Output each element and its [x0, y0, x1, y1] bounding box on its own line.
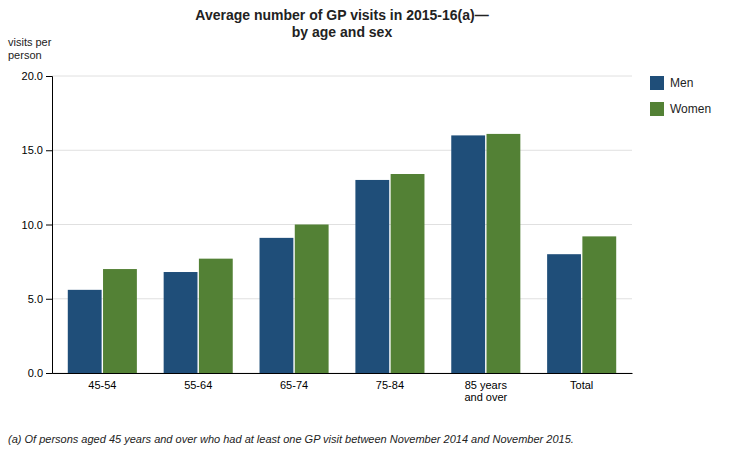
y-tick-label: 15.0 — [22, 144, 43, 156]
footnote: (a) Of persons aged 45 years and over wh… — [8, 433, 574, 445]
bar — [355, 180, 389, 373]
x-tick-label: 65-74 — [280, 379, 308, 391]
y-tick-mark — [46, 299, 52, 300]
x-tick: 55-64 — [184, 379, 212, 391]
y-tick: 10.0 — [22, 219, 52, 231]
bars — [68, 134, 616, 373]
bar — [547, 254, 581, 373]
y-tick-label: 5.0 — [28, 293, 43, 305]
y-tick-mark — [46, 225, 52, 226]
y-tick: 20.0 — [22, 70, 52, 82]
y-tick-mark — [46, 76, 52, 77]
x-tick-label: 55-64 — [184, 379, 212, 391]
x-tick-label: 85 yearsand over — [464, 379, 507, 404]
bar — [582, 236, 616, 373]
y-axis-label: visits perperson — [8, 36, 52, 61]
bar — [164, 272, 198, 373]
x-tick-label: 75-84 — [376, 379, 404, 391]
y-tick: 0.0 — [28, 367, 52, 379]
x-tick: 75-84 — [376, 379, 404, 391]
bar — [68, 290, 102, 373]
bar — [199, 259, 233, 373]
y-axis-line — [46, 77, 53, 374]
legend-label: Men — [670, 76, 693, 90]
x-tick-label: 45-54 — [88, 379, 116, 391]
x-tick: 65-74 — [280, 379, 308, 391]
grid-line — [52, 150, 632, 151]
y-tick-label: 10.0 — [22, 219, 43, 231]
title: Average number of GP visits in 2015-16(a… — [195, 7, 488, 40]
bar — [487, 134, 521, 373]
bar — [295, 225, 329, 374]
legend-label: Women — [670, 102, 711, 116]
chart: 0.0 5.0 10.0 15.0 20.0 45-54 55-64 65-74 75-84 85… — [0, 0, 752, 453]
legend: Men Women — [650, 76, 711, 116]
grid — [52, 76, 632, 373]
x-tick: Total — [570, 379, 593, 391]
grid-line — [52, 373, 632, 374]
legend-swatch — [650, 102, 664, 116]
bar-series — [103, 134, 616, 373]
y-axis: 0.0 5.0 10.0 15.0 20.0 — [22, 70, 53, 379]
legend-swatch — [650, 76, 664, 90]
grid-line — [52, 224, 632, 225]
y-tick: 15.0 — [22, 144, 52, 156]
x-axis: 45-54 55-64 65-74 75-84 85 yearsand over Tota… — [53, 374, 633, 404]
bar — [260, 238, 294, 373]
legend-item: Men — [650, 76, 693, 90]
bar — [391, 174, 425, 373]
x-axis-line — [53, 373, 633, 374]
x-tick: 85 yearsand over — [464, 379, 507, 404]
y-tick: 5.0 — [28, 293, 52, 305]
y-tick-label: 20.0 — [22, 70, 43, 82]
grid-line — [52, 298, 632, 299]
x-tick: 45-54 — [88, 379, 116, 391]
plot-area: 0.0 5.0 10.0 15.0 20.0 45-54 55-64 65-74 75-84 85… — [22, 70, 633, 403]
y-tick-label: 0.0 — [28, 367, 43, 379]
grid-line — [52, 76, 632, 77]
x-tick-label: Total — [570, 379, 593, 391]
y-tick-mark — [46, 150, 52, 151]
legend-item: Women — [650, 102, 711, 116]
bar — [451, 135, 485, 373]
y-tick-mark — [46, 373, 52, 374]
bar — [103, 269, 137, 373]
